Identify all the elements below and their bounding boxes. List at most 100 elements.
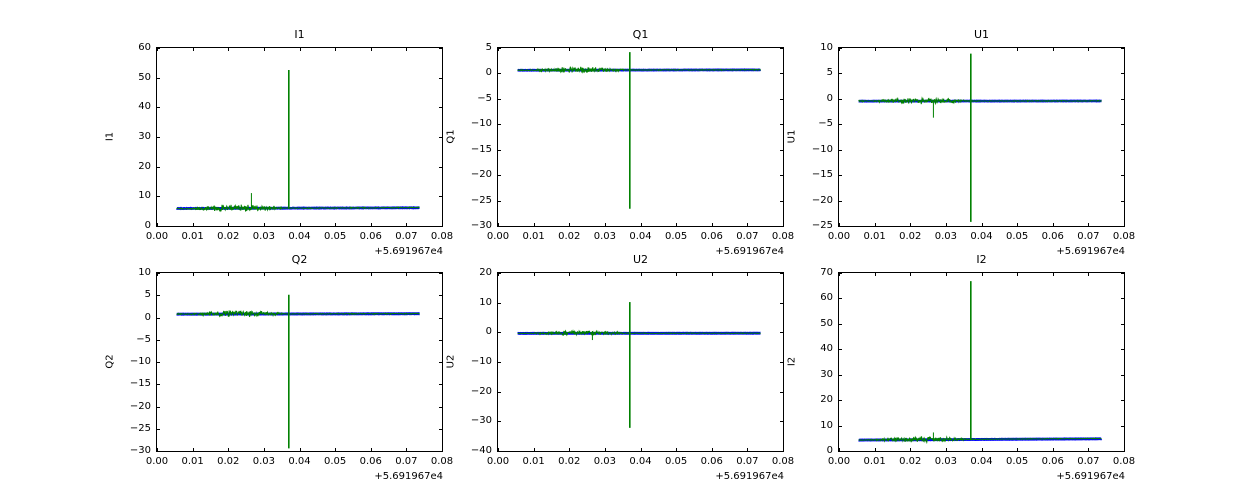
x-tick-label: 0.02 <box>558 456 581 467</box>
x-tickmark-top <box>442 272 443 276</box>
plot-area-q1 <box>517 52 762 209</box>
x-tick-label: 0.05 <box>1005 231 1029 242</box>
y-tickmark-right <box>780 332 784 333</box>
x-tickmark <box>946 448 947 452</box>
y-tickmark-right <box>780 421 784 422</box>
y-tickmark-right <box>780 273 784 274</box>
x-tickmark-top <box>534 272 535 276</box>
y-tick-label: 5 <box>144 289 151 301</box>
y-tick-label: −5 <box>136 333 151 345</box>
y-tickmark-right <box>780 303 784 304</box>
y-tickmark <box>156 107 160 108</box>
y-axis-label-i1: I1 <box>104 131 116 142</box>
x-tickmark-top <box>193 272 194 276</box>
y-tickmark-right <box>439 340 443 341</box>
y-tickmark-right <box>780 150 784 151</box>
x-tickmark <box>406 448 407 452</box>
x-tickmark-top <box>157 272 158 276</box>
x-tickmark <box>498 448 499 452</box>
x-tickmark-top <box>875 272 876 276</box>
x-tickmark <box>1088 223 1089 227</box>
y-tickmark <box>156 384 160 385</box>
x-tickmark-top <box>193 47 194 51</box>
x-tick-label: 0.01 <box>863 456 886 467</box>
axes-i1 <box>156 47 443 227</box>
x-tick-label: 0.01 <box>181 231 204 242</box>
x-tick-label: 0.01 <box>522 231 545 242</box>
y-tick-label: 10 <box>138 267 151 278</box>
x-tickmark-top <box>839 47 840 51</box>
y-tickmark-right <box>780 48 784 49</box>
y-axis-label-q1: Q1 <box>445 129 457 144</box>
x-tick-label: 0.06 <box>700 231 723 242</box>
y-tickmark-right <box>780 124 784 125</box>
y-tick-label: −10 <box>470 356 492 367</box>
y-tickmark <box>838 175 842 176</box>
series-data-i1 <box>176 203 420 213</box>
y-tickmark-right <box>1121 99 1125 100</box>
x-tickmark <box>193 448 194 452</box>
y-tick-label: −40 <box>470 445 492 456</box>
x-tickmark-top <box>569 272 570 276</box>
x-tick-label: 0.03 <box>934 456 957 467</box>
x-tickmark <box>1053 223 1054 227</box>
y-tick-label: −20 <box>129 400 151 412</box>
y-tickmark-right <box>439 167 443 168</box>
y-tick-label: 0 <box>485 67 492 79</box>
x-axis-offset-text-u2: +5.691967e4 <box>715 471 784 482</box>
x-tick-label: 0.03 <box>252 456 275 467</box>
y-tickmark <box>497 362 501 363</box>
x-tick-label: 0.03 <box>934 231 957 242</box>
x-tickmark-top <box>569 47 570 51</box>
y-axis-label-u1: U1 <box>786 129 798 144</box>
y-tickmark <box>497 201 501 202</box>
x-tickmark-top <box>264 47 265 51</box>
y-tickmark <box>156 273 160 274</box>
y-tick-label: −20 <box>470 169 492 181</box>
x-tick-label: 0.02 <box>217 231 240 242</box>
x-tickmark <box>783 223 784 227</box>
x-axis-offset-text-u1: +5.691967e4 <box>1056 246 1125 257</box>
x-tick-label: 0.04 <box>288 456 311 467</box>
x-tickmark <box>982 448 983 452</box>
y-tick-label: −10 <box>129 356 151 367</box>
y-tickmark-right <box>439 273 443 274</box>
y-tick-label: 10 <box>479 296 492 308</box>
y-tickmark-right <box>1121 201 1125 202</box>
x-tickmark-top <box>534 47 535 51</box>
x-tickmark <box>946 223 947 227</box>
x-tick-label: 0.07 <box>395 231 418 242</box>
axes-q1 <box>497 47 784 227</box>
y-tickmark <box>156 295 160 296</box>
x-tickmark <box>228 223 229 227</box>
x-tick-label: 0.08 <box>771 231 795 242</box>
x-tickmark-top <box>1017 47 1018 51</box>
y-tickmark-right <box>439 407 443 408</box>
x-tickmark-top <box>839 272 840 276</box>
x-tick-label: 0.07 <box>736 231 759 242</box>
x-tick-label: 0.01 <box>863 231 886 242</box>
x-tickmark-top <box>371 47 372 51</box>
x-tickmark-top <box>605 272 606 276</box>
y-tickmark-right <box>1121 150 1125 151</box>
y-tickmark-right <box>1121 48 1125 49</box>
plot-area-u1 <box>858 53 1102 222</box>
y-tickmark-right <box>439 384 443 385</box>
y-tick-label: 40 <box>138 101 151 113</box>
y-tick-label: 20 <box>138 160 151 172</box>
y-tick-label: 10 <box>820 42 833 53</box>
y-tickmark <box>156 226 160 227</box>
subplot-title-q2: Q2 <box>291 253 308 266</box>
x-tickmark <box>641 223 642 227</box>
x-tickmark-top <box>228 272 229 276</box>
x-tickmark-top <box>228 47 229 51</box>
y-tick-label: 50 <box>138 71 151 83</box>
x-tickmark-top <box>783 272 784 276</box>
x-tick-label: 0.01 <box>181 456 204 467</box>
y-tick-label: −30 <box>470 415 492 427</box>
y-tickmark-right <box>1121 426 1125 427</box>
x-tickmark-top <box>300 272 301 276</box>
y-axis-label-u2: U2 <box>445 354 457 369</box>
y-tick-label: −20 <box>470 385 492 397</box>
